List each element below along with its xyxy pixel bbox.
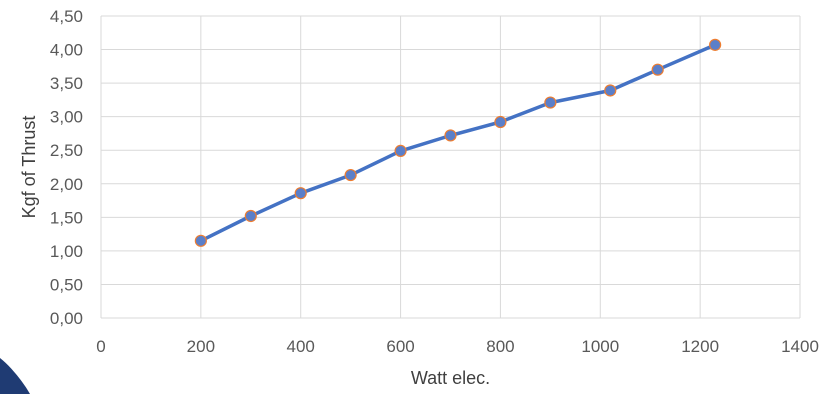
corner-swoosh-decoration (0, 358, 30, 394)
y-axis-title: Kgf of Thrust (19, 116, 39, 219)
y-axis-ticks: 0,00 0,50 1,00 1,50 2,00 2,50 3,00 3,50 4,00 4,50 (50, 7, 83, 328)
x-axis-ticks: 0 200 400 600 800 1000 1200 1400 (96, 337, 819, 356)
x-tick-label: 0 (96, 337, 105, 356)
data-point (709, 38, 722, 51)
y-tick-label: 0,00 (50, 309, 83, 328)
series-layer (194, 38, 722, 247)
data-point (444, 129, 457, 142)
data-point (194, 234, 207, 247)
data-point (394, 144, 407, 157)
x-tick-label: 1000 (581, 337, 619, 356)
data-point (294, 187, 307, 200)
x-axis-title: Watt elec. (411, 368, 490, 388)
x-tick-label: 1400 (781, 337, 819, 356)
y-tick-label: 2,50 (50, 141, 83, 160)
y-tick-label: 1,50 (50, 208, 83, 227)
y-tick-label: 0,50 (50, 275, 83, 294)
data-point (544, 96, 557, 109)
data-point (651, 63, 664, 76)
data-point (344, 168, 357, 182)
series-line (199, 43, 717, 243)
x-tick-label: 800 (486, 337, 514, 356)
y-tick-label: 2,00 (50, 175, 83, 194)
y-tick-label: 3,00 (50, 108, 83, 127)
y-tick-label: 1,00 (50, 242, 83, 261)
x-tick-label: 1200 (681, 337, 719, 356)
y-tick-label: 4,00 (50, 41, 83, 60)
y-tick-label: 4,50 (50, 7, 83, 26)
data-point (494, 115, 507, 129)
x-tick-label: 200 (187, 337, 215, 356)
grid (100, 15, 801, 319)
data-point (604, 84, 617, 97)
data-point (244, 209, 257, 223)
x-tick-label: 600 (386, 337, 414, 356)
y-tick-label: 3,50 (50, 74, 83, 93)
x-tick-label: 400 (287, 337, 315, 356)
